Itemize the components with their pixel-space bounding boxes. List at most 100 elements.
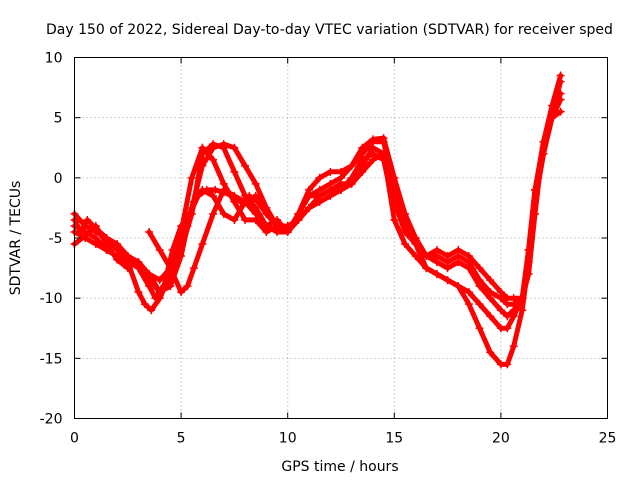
y-tick-label: 0 (54, 171, 63, 187)
data-point (134, 264, 143, 273)
data-point (294, 209, 303, 218)
tick-labels: 0 5 10 15 20 25 -20 -15 -10 -5 0 5 10 (40, 51, 617, 447)
series-layer (70, 71, 565, 369)
data-point (454, 246, 463, 255)
data-point (347, 173, 356, 182)
data-point (113, 240, 122, 249)
data-point (368, 149, 377, 158)
data-point (155, 246, 164, 255)
data-point (496, 306, 505, 315)
data-point (134, 288, 143, 297)
data-point (475, 264, 484, 273)
data-point (198, 149, 207, 158)
data-point (251, 179, 260, 188)
data-point (262, 221, 271, 230)
data-point (358, 143, 367, 152)
x-tick-label: 20 (492, 431, 510, 447)
data-point (368, 135, 377, 144)
data-point (486, 276, 495, 285)
data-point (411, 234, 420, 242)
data-point (315, 173, 324, 182)
data-point (241, 215, 250, 224)
series-line (146, 187, 280, 295)
data-point (251, 191, 260, 200)
data-point (219, 140, 228, 149)
data-point (305, 185, 314, 194)
data-point (509, 342, 518, 351)
data-point (230, 191, 239, 200)
y-tick-label: 5 (54, 111, 63, 127)
data-point (102, 234, 111, 242)
data-point (503, 312, 512, 321)
data-point (183, 282, 192, 291)
data-point (251, 215, 260, 224)
data-point (496, 288, 505, 297)
data-point (198, 240, 207, 249)
data-point (211, 185, 220, 194)
data-point (337, 185, 345, 194)
x-axis-label: GPS time / hours (281, 459, 398, 475)
y-axis-label: SDTVAR / TECUs (8, 181, 24, 296)
data-point (326, 167, 335, 176)
data-point (464, 252, 473, 261)
data-point (509, 294, 518, 303)
data-point (390, 203, 399, 212)
data-point (326, 179, 335, 188)
data-point (486, 312, 495, 321)
x-tick-label: 10 (279, 431, 297, 447)
data-point (209, 155, 218, 164)
data-point (518, 306, 527, 315)
y-tick-label: -15 (40, 351, 63, 367)
data-point (422, 252, 431, 261)
data-point (219, 185, 228, 194)
data-point (209, 209, 218, 218)
y-tick-label: -20 (40, 412, 63, 428)
data-point (187, 173, 196, 182)
data-point (219, 209, 228, 218)
series-day-6 (145, 185, 282, 297)
data-point (283, 227, 292, 236)
x-tick-label: 25 (599, 431, 617, 447)
y-tick-label: -5 (49, 231, 63, 247)
data-point (230, 215, 239, 224)
data-point (390, 173, 399, 182)
x-tick-label: 15 (385, 431, 403, 447)
data-point (262, 209, 271, 218)
data-point (230, 143, 239, 152)
data-point (241, 197, 250, 206)
data-point (400, 209, 409, 218)
data-point (422, 264, 431, 273)
data-point (177, 288, 186, 297)
data-point (140, 300, 149, 309)
data-point (147, 306, 156, 315)
data-point (347, 161, 356, 170)
data-point (518, 294, 527, 303)
data-point (145, 270, 154, 279)
data-point (556, 107, 565, 116)
series-day-5 (70, 95, 565, 303)
data-point (155, 276, 164, 285)
data-point (81, 221, 90, 230)
data-point (475, 324, 484, 333)
y-tick-label: -10 (40, 291, 63, 307)
data-point (305, 203, 314, 212)
data-point (548, 113, 557, 122)
data-point (189, 264, 198, 273)
data-point (475, 276, 484, 285)
data-point (454, 282, 463, 291)
data-point (432, 246, 441, 255)
data-point (379, 134, 388, 143)
data-point (198, 185, 207, 194)
data-point (198, 161, 207, 170)
data-point (102, 246, 111, 255)
data-point (539, 143, 548, 152)
data-point (400, 240, 409, 249)
data-point (390, 215, 399, 224)
data-point (486, 288, 495, 297)
data-point (503, 360, 512, 369)
data-point (358, 167, 367, 176)
series-day-1 (70, 77, 565, 369)
data-point (241, 161, 250, 170)
